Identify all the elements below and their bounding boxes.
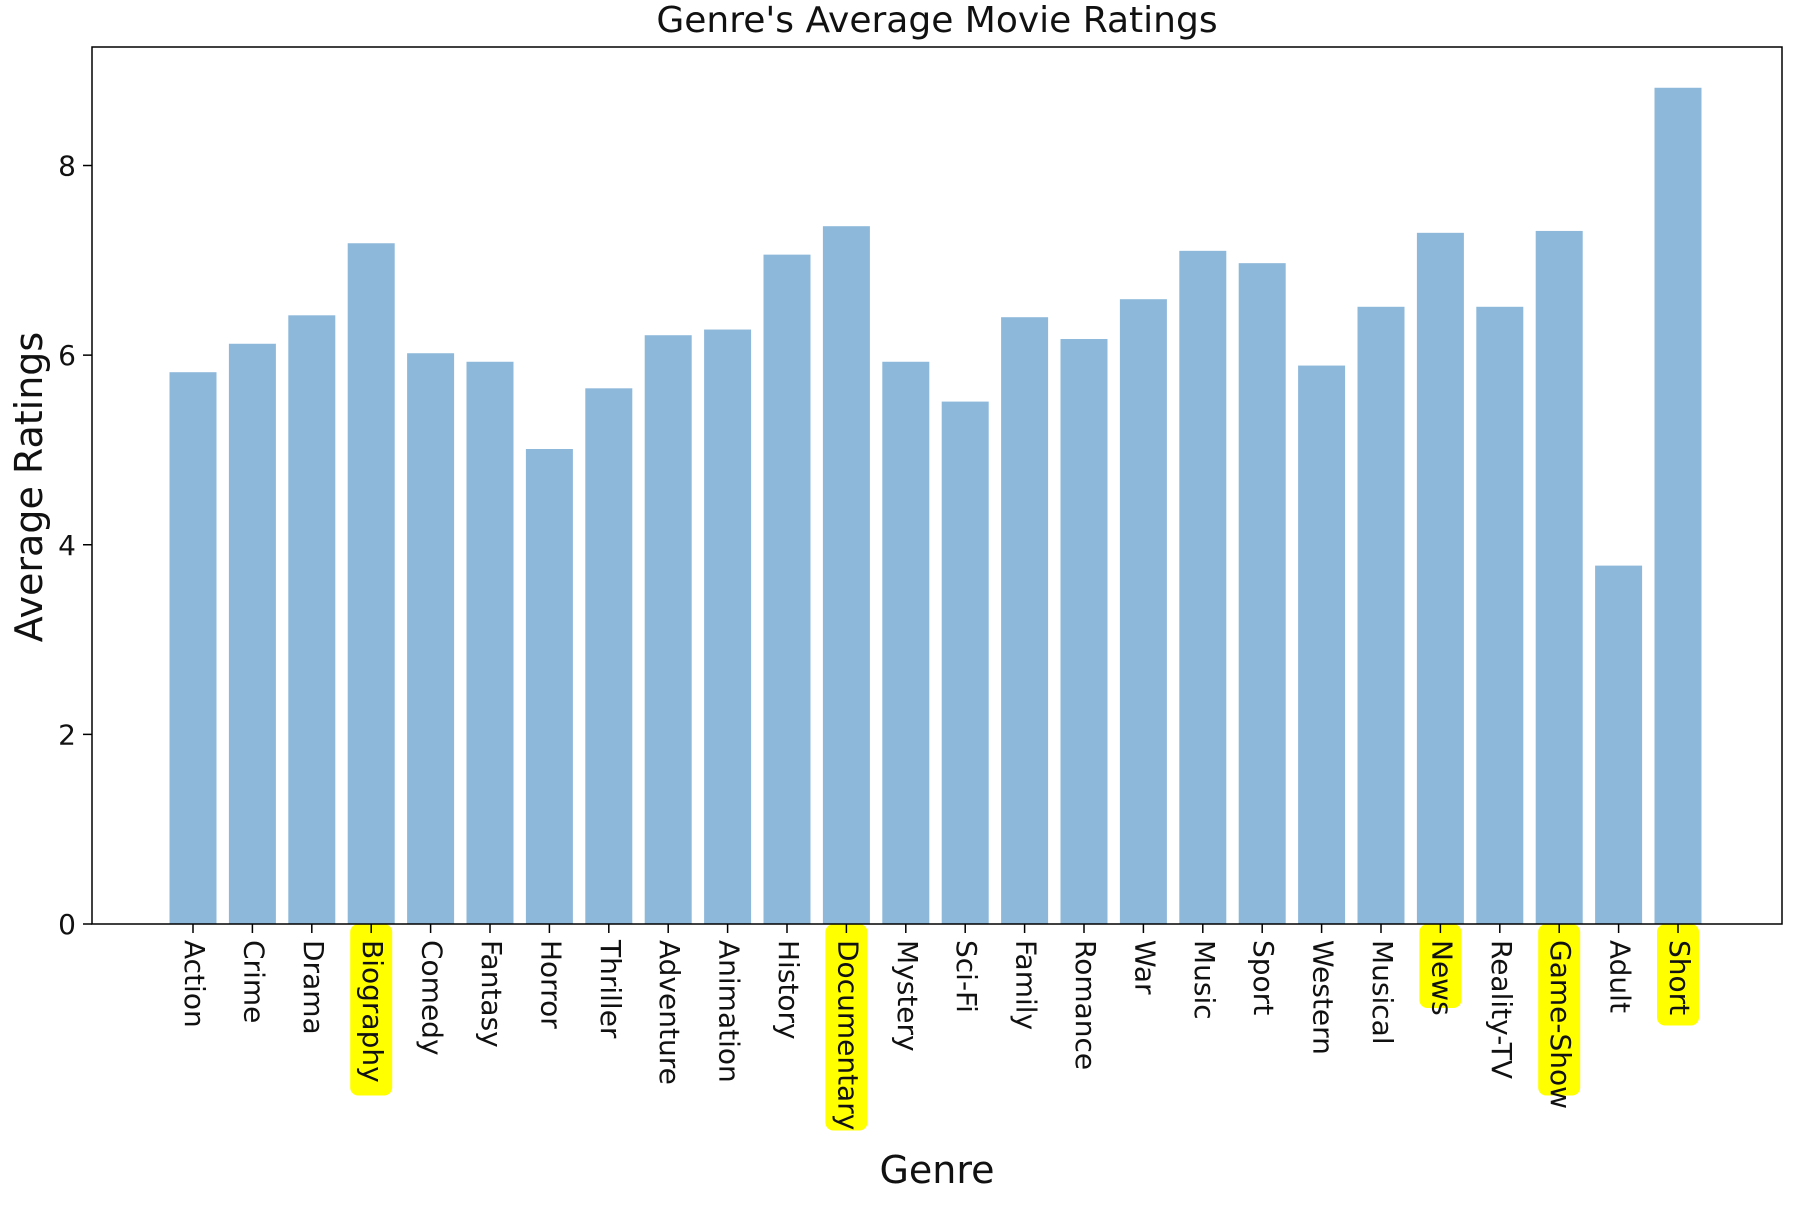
y-axis-label: Average Ratings: [7, 332, 51, 642]
bar-reality-tv: [1476, 306, 1524, 924]
x-tick-label-animation: Animation: [713, 940, 746, 1083]
x-tick-label-drama: Drama: [297, 940, 330, 1035]
highlight-biography: [350, 924, 393, 1096]
x-tick-label-war: War: [1128, 940, 1161, 995]
bar-short: [1654, 87, 1702, 924]
bar-musical: [1357, 306, 1405, 924]
bar-drama: [288, 315, 336, 925]
x-axis-label: Genre: [879, 1148, 994, 1192]
highlight-news: [1419, 924, 1462, 1008]
bar-comedy: [407, 353, 455, 925]
x-tick-label-reality-tv: Reality-TV: [1485, 940, 1518, 1079]
bar-documentary: [822, 226, 870, 924]
x-tick-label-news: News: [1425, 940, 1458, 1016]
highlight-documentary: [825, 924, 868, 1131]
plot-area: [91, 46, 1783, 925]
bar-adult: [1595, 565, 1643, 924]
bar-horror: [525, 448, 573, 924]
x-tick-label-sport: Sport: [1247, 940, 1280, 1015]
x-tick-label-history: History: [772, 940, 805, 1040]
x-tick-label-crime: Crime: [237, 940, 270, 1023]
bar-crime: [228, 343, 276, 925]
x-tick-label-documentary: Documentary: [831, 940, 864, 1130]
x-tick-label-horror: Horror: [534, 940, 567, 1029]
x-tick-label-musical: Musical: [1366, 940, 1399, 1045]
x-tick-label-game-show: Game-Show: [1544, 940, 1577, 1109]
x-tick-label-music: Music: [1188, 940, 1221, 1020]
bar-thriller: [585, 388, 633, 924]
y-tick-label: 0: [58, 908, 76, 941]
bars: [169, 87, 1702, 925]
bar-family: [1001, 317, 1049, 924]
bar-war: [1119, 299, 1167, 924]
x-tick-label-thriller: Thriller: [594, 939, 627, 1039]
bar-western: [1298, 365, 1346, 924]
bar-fantasy: [466, 361, 514, 925]
bar-biography: [347, 243, 395, 925]
bar-mystery: [882, 361, 930, 925]
label-highlights: [350, 924, 1699, 1131]
y-tick-label: 2: [58, 718, 76, 751]
x-axis-ticks: Action Crime Drama Biography Comedy Fantasy Ho…: [178, 924, 1696, 1130]
x-tick-label-family: Family: [1010, 940, 1043, 1030]
x-tick-label-western: Western: [1307, 940, 1340, 1055]
bar-game-show: [1535, 230, 1583, 924]
x-tick-label-adult: Adult: [1604, 940, 1637, 1013]
x-tick-label-comedy: Comedy: [416, 940, 449, 1056]
highlight-game-show: [1538, 924, 1581, 1096]
x-tick-label-biography: Biography: [356, 940, 389, 1083]
x-tick-label-action: Action: [178, 940, 211, 1028]
x-tick-label-mystery: Mystery: [891, 940, 924, 1052]
chart-title: Genre's Average Movie Ratings: [656, 0, 1217, 41]
bar-animation: [704, 329, 752, 924]
x-tick-label-adventure: Adventure: [653, 940, 686, 1085]
y-tick-label: 6: [58, 339, 76, 372]
bar-sci-fi: [941, 401, 989, 925]
bar-action: [169, 372, 217, 925]
y-tick-label: 8: [58, 150, 76, 183]
x-tick-label-sci-fi: Sci-Fi: [950, 940, 983, 1013]
y-tick-label: 4: [58, 529, 76, 562]
x-tick-label-romance: Romance: [1069, 940, 1102, 1070]
highlight-short: [1657, 924, 1699, 1026]
bar-history: [763, 254, 811, 924]
bar-sport: [1238, 263, 1286, 924]
x-tick-label-fantasy: Fantasy: [475, 940, 508, 1048]
x-tick-label-short: Short: [1663, 940, 1696, 1015]
bar-adventure: [644, 335, 692, 924]
y-axis-ticks: 0 2 4 6 8: [58, 150, 92, 941]
bar-news: [1416, 232, 1464, 924]
bar-romance: [1060, 339, 1108, 924]
bar-music: [1179, 250, 1227, 924]
